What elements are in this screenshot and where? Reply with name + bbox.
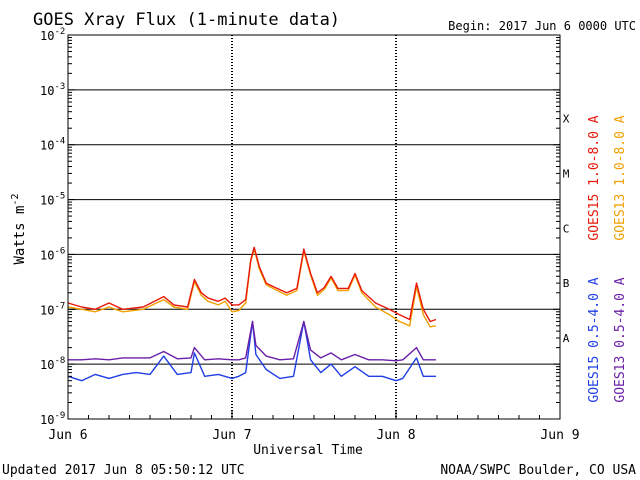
flare-class-label: B [563, 277, 570, 290]
flare-class-label: C [563, 222, 570, 235]
chart-title: GOES Xray Flux (1-minute data) [33, 10, 340, 30]
y-axis-ticks: 10-910-810-710-610-510-410-310-2 [40, 27, 560, 427]
y-tick-label: 10-3 [40, 82, 65, 98]
y-tick-base: 10 [40, 139, 54, 153]
legend-entry: GOES15 1.0-8.0 A [587, 115, 602, 240]
legend-entry: GOES15 0.5-4.0 A [587, 277, 602, 402]
y-axis-label-group: Watts m-2 [10, 193, 28, 264]
y-tick-exponent: -8 [54, 356, 65, 366]
y-tick-exponent: -3 [54, 82, 65, 92]
x-tick-label: Jun 6 [48, 428, 87, 443]
y-tick-base: 10 [40, 413, 54, 427]
updated-timestamp: Updated 2017 Jun 8 05:50:12 UTC [2, 463, 245, 478]
y-tick-exponent: -6 [54, 246, 65, 256]
y-axis-label: Watts m-2 [10, 193, 28, 264]
begin-label: Begin: 2017 Jun 6 0000 UTC [448, 19, 636, 33]
x-tick-label: Jun 7 [212, 428, 251, 443]
plot-frame [67, 34, 561, 420]
x-axis-ticks: Jun 6 Jun 7 Jun 8 Jun 9 [48, 411, 580, 443]
y-tick-label: 10-9 [40, 411, 65, 427]
flare-class-label: X [563, 113, 570, 126]
y-tick-base: 10 [40, 29, 54, 43]
series-group [67, 246, 437, 382]
y-tick-exponent: -9 [54, 411, 65, 421]
y-tick-base: 10 [40, 84, 54, 98]
grid [68, 35, 560, 419]
y-tick-exponent: -5 [54, 192, 65, 202]
y-tick-label: 10-8 [40, 356, 65, 372]
y-tick-base: 10 [40, 194, 54, 208]
flare-class-label: A [563, 332, 570, 345]
x-tick-label: Jun 8 [376, 428, 415, 443]
y-tick-exponent: -7 [54, 301, 65, 311]
y-tick-base: 10 [40, 248, 54, 262]
legend: GOES15 1.0-8.0 A GOES13 1.0-8.0 A GOES15 0… [587, 115, 628, 402]
flare-class-label: M [563, 167, 570, 180]
y-tick-label: 10-7 [40, 301, 65, 317]
y-tick-label: 10-4 [40, 137, 65, 153]
credit-label: NOAA/SWPC Boulder, CO USA [440, 463, 636, 478]
flare-class-labels: A B C M X [563, 113, 570, 345]
y-tick-base: 10 [40, 358, 54, 372]
y-tick-label: 10-5 [40, 192, 65, 208]
x-axis-label: Universal Time [253, 443, 363, 458]
y-tick-base: 10 [40, 303, 54, 317]
x-tick-label: Jun 9 [540, 428, 579, 443]
series-line [67, 320, 436, 382]
series-line [67, 248, 437, 328]
legend-entry: GOES13 0.5-4.0 A [613, 277, 628, 402]
series-line [68, 320, 436, 362]
y-tick-label: 10-6 [40, 246, 65, 262]
y-axis-label-text: Watts m [12, 206, 28, 265]
series-line [67, 246, 437, 323]
y-tick-label: 10-2 [40, 27, 65, 43]
y-axis-label-exponent: -2 [10, 193, 21, 205]
legend-entry: GOES13 1.0-8.0 A [613, 115, 628, 240]
y-tick-exponent: -4 [54, 137, 65, 147]
y-tick-exponent: -2 [54, 27, 65, 37]
